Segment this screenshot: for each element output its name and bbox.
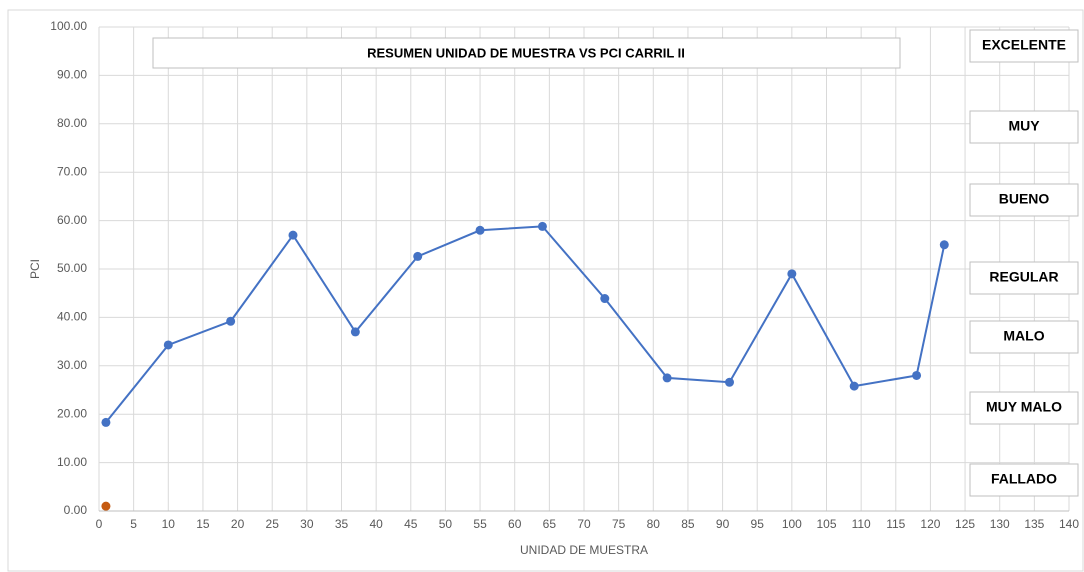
rating-box [969,183,1079,217]
chart-title: RESUMEN UNIDAD DE MUESTRA VS PCI CARRIL … [367,45,685,60]
data-point [101,417,111,427]
x-tick-label: 135 [1024,517,1044,531]
y-tick-label: 0.00 [64,503,88,517]
data-point [662,373,672,383]
x-tick-label: 0 [96,517,103,531]
y-tick-label: 80.00 [57,116,87,130]
x-tick-label: 110 [852,517,871,531]
y-axis-title: PCI [28,259,42,279]
x-tick-label: 80 [647,517,661,531]
x-tick-label: 70 [577,517,591,531]
rating-label: EXCELENTE [982,37,1066,53]
x-tick-label: 15 [196,517,210,531]
x-tick-label: 55 [473,517,487,531]
x-tick-label: 35 [335,517,349,531]
x-tick-label: 100 [782,517,802,531]
data-point [537,221,547,231]
data-point [849,381,859,391]
data-point [226,316,236,326]
data-point [725,377,734,387]
rating-box [969,110,1079,144]
x-tick-label: 75 [612,517,626,531]
x-tick-label: 50 [439,517,453,531]
data-point [101,501,111,511]
y-tick-label: 100.00 [50,19,87,33]
x-tick-label: 40 [369,517,383,531]
data-point [475,225,485,235]
rating-box [969,391,1079,425]
x-tick-label: 95 [751,517,765,531]
data-point [163,340,173,350]
data-point [350,327,360,337]
x-tick-label: 65 [543,517,557,531]
data-point [288,230,298,240]
data-point [413,251,423,261]
x-tick-label: 120 [920,517,940,531]
x-tick-label: 140 [1059,517,1079,531]
x-tick-label: 105 [816,517,836,531]
rating-box [969,29,1079,63]
x-tick-label: 90 [716,517,730,531]
rating-label: MUY MALO [986,399,1062,415]
y-tick-label: 60.00 [57,213,87,227]
data-point [939,240,949,250]
data-point [787,269,797,279]
x-tick-label: 115 [886,517,905,531]
y-tick-label: 10.00 [57,455,87,469]
y-tick-label: 90.00 [57,68,87,82]
rating-label: BUENO [999,191,1050,207]
title-box [152,37,901,69]
x-tick-label: 5 [130,517,137,531]
data-point [600,294,610,304]
x-tick-label: 130 [990,517,1010,531]
x-tick-label: 25 [266,517,280,531]
x-tick-label: 10 [162,517,176,531]
rating-box [969,463,1079,497]
x-tick-label: 85 [681,517,695,531]
rating-label: MUY [1008,118,1040,134]
y-tick-label: 40.00 [57,310,87,324]
rating-box [969,261,1079,295]
y-tick-label: 20.00 [57,406,87,420]
rating-label: REGULAR [989,269,1058,285]
x-tick-label: 30 [300,517,314,531]
rating-label: FALLADO [991,471,1057,487]
rating-box [969,320,1079,354]
x-axis-title: UNIDAD DE MUESTRA [520,543,648,557]
chart-border [7,9,1084,572]
rating-label: MALO [1003,328,1044,344]
x-tick-label: 60 [508,517,522,531]
y-tick-label: 30.00 [57,358,87,372]
y-tick-label: 50.00 [57,261,87,275]
x-tick-label: 20 [231,517,245,531]
x-tick-label: 125 [955,517,975,531]
y-tick-label: 70.00 [57,164,87,178]
data-point [912,370,922,380]
x-tick-label: 45 [404,517,418,531]
